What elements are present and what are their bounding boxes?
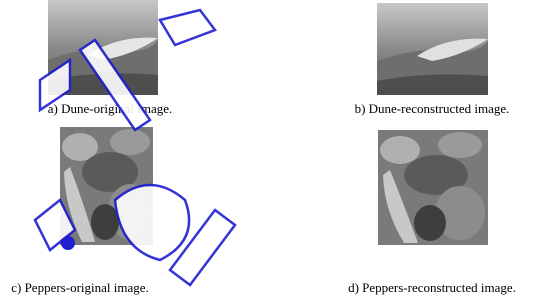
caption: d) Peppers-reconstructed image. <box>348 280 516 296</box>
caption: a) Dune-original image. <box>48 101 173 117</box>
peppers-reconstructed-image <box>378 130 488 245</box>
caption: c) Peppers-original image. <box>11 280 149 296</box>
peppers-original-image <box>60 127 153 245</box>
figure-page: a) Dune-original image. b) Dune-reconstr… <box>0 0 543 299</box>
dune-original-image <box>48 0 158 95</box>
dune-reconstructed-image <box>377 3 488 95</box>
caption: b) Dune-reconstructed image. <box>355 101 510 117</box>
